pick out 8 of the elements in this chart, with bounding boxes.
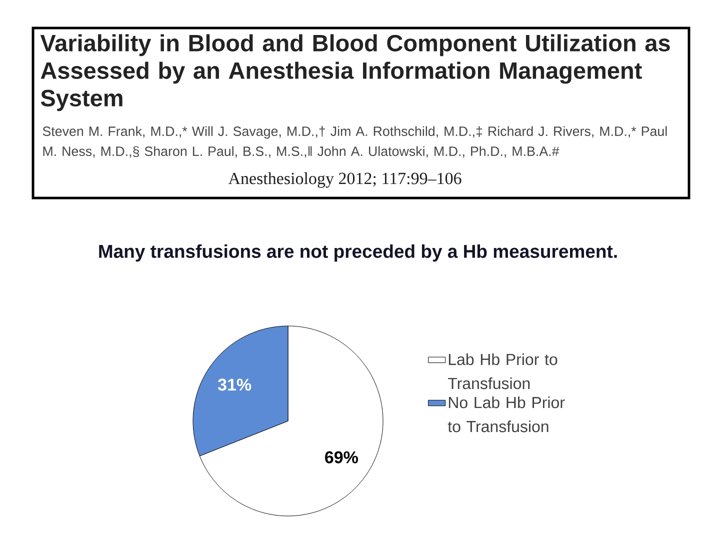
- text: Anesthesiology 2012; 117:99–106: [228, 172, 462, 188]
- legend-label: No Lab Hb Prior to Transfusion: [448, 396, 565, 432]
- data-label: 69%: [325, 451, 358, 464]
- chart-title: Variability in Blood and Blood Component Utilization as Assessed by an Anesthesia Information Management System: [40, 34, 670, 112]
- legend-label: Lab Hb Prior to Transfusion: [448, 353, 558, 390]
- chart-subtitle: Many transfusions are not preceded by a Hb measurement.: [99, 244, 617, 262]
- text: Steven M. Frank, M.D.,* Will J. Savage, M.D.,† Jim A. Rothschild, M.D.,‡ Richard J. Rivers, M.D.,* Paul M. Ness, M.D.,§ Sharon L. Paul, B.S., M.S.,‖ John A. Ulatowski, M.D., Ph.D., M.B.A.#: [42, 126, 667, 158]
- data-label: 31%: [218, 378, 252, 391]
